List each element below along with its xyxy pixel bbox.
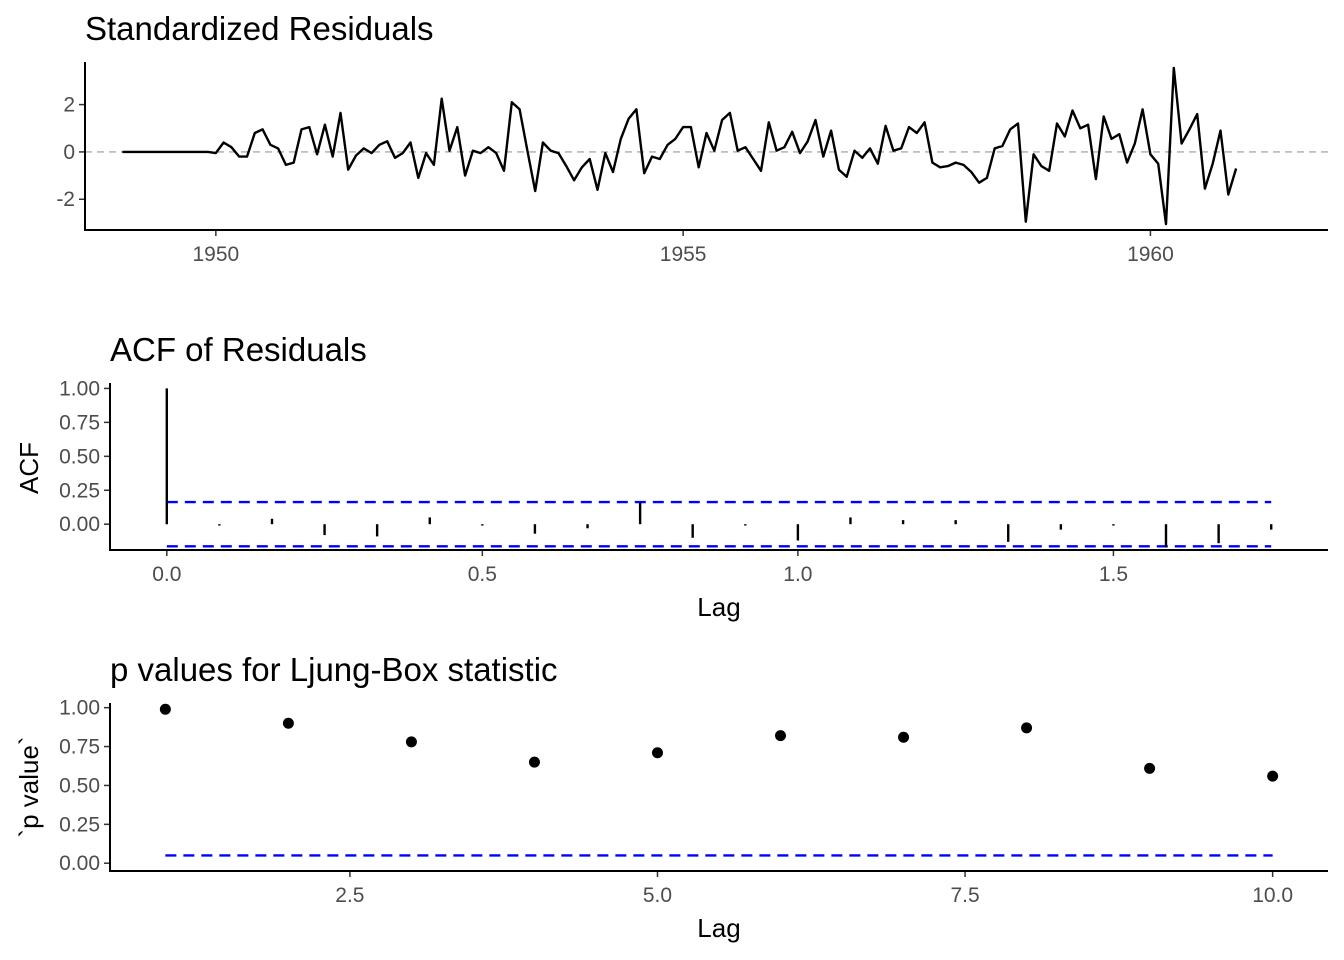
- acf-y-tick-label: 0.25: [59, 479, 100, 502]
- ljung-box-point: [1144, 762, 1156, 774]
- acf-y-tick-label: 0.00: [59, 513, 100, 536]
- ljung-box-x-label: Lag: [697, 913, 740, 943]
- ljung-box-x-tick-label: 2.5: [335, 884, 364, 907]
- ljung-box-point: [159, 703, 171, 715]
- acf-x-tick-label: 0.5: [468, 563, 497, 586]
- ljung-box-y-ticks: 1.00 0.75 0.50 0.25 0.00: [59, 697, 110, 875]
- residuals-x-tick-label: 1950: [192, 243, 239, 266]
- residuals-panel: Standardized Residuals 2 0 -2 1950 1955 1960: [56, 10, 1328, 266]
- acf-y-tick-label: 0.75: [59, 411, 100, 434]
- ljung-box-point: [775, 730, 787, 742]
- ljung-box-points: [159, 703, 1279, 782]
- residuals-x-tick-label: 1955: [660, 243, 707, 266]
- ljung-box-point: [528, 756, 540, 768]
- ljung-box-panel: p values for Ljung-Box statistic 1.00 0.7…: [14, 651, 1328, 943]
- residuals-y-ticks: 2 0 -2: [56, 94, 85, 211]
- ljung-box-point: [1267, 770, 1279, 782]
- ljung-box-y-tick-label: 0.50: [59, 774, 100, 797]
- ljung-box-y-tick-label: 0.00: [59, 852, 100, 875]
- ljung-box-point: [1021, 722, 1033, 734]
- ljung-box-x-ticks: 2.5 5.0 7.5 10.0: [335, 871, 1293, 907]
- acf-y-label: ACF: [14, 442, 44, 494]
- acf-x-ticks: 0.0 0.5 1.0 1.5: [152, 550, 1128, 586]
- residuals-x-ticks: 1950 1955 1960: [192, 230, 1174, 266]
- ljung-box-y-tick-label: 0.25: [59, 813, 100, 836]
- acf-confidence-bounds: [166, 500, 1272, 548]
- ljung-box-title: p values for Ljung-Box statistic: [110, 651, 558, 688]
- acf-x-tick-label: 1.5: [1099, 563, 1128, 586]
- residuals-y-tick-label: 2: [63, 94, 75, 117]
- acf-x-tick-label: 1.0: [783, 563, 812, 586]
- residuals-series-line: [122, 66, 1238, 226]
- ljung-box-point: [651, 747, 663, 759]
- residuals-y-tick-label: -2: [56, 188, 75, 211]
- acf-y-tick-label: 1.00: [59, 377, 100, 400]
- ljung-box-point: [282, 717, 294, 729]
- acf-x-tick-label: 0.0: [152, 563, 181, 586]
- ljung-box-x-tick-label: 7.5: [950, 884, 979, 907]
- acf-y-ticks: 1.00 0.75 0.50 0.25 0.00: [59, 377, 110, 536]
- acf-y-tick-label: 0.50: [59, 445, 100, 468]
- ljung-box-y-tick-label: 0.75: [59, 736, 100, 759]
- ljung-box-point: [405, 736, 417, 748]
- ljung-box-point: [898, 731, 910, 743]
- ljung-box-y-tick-label: 1.00: [59, 697, 100, 720]
- ljung-box-y-label: `p value`: [14, 736, 44, 837]
- acf-x-label: Lag: [697, 592, 740, 622]
- residuals-title: Standardized Residuals: [85, 10, 434, 47]
- residuals-x-tick-label: 1960: [1127, 243, 1174, 266]
- acf-title: ACF of Residuals: [110, 331, 367, 368]
- ljung-box-x-tick-label: 10.0: [1252, 884, 1293, 907]
- ljung-box-x-tick-label: 5.0: [643, 884, 672, 907]
- acf-panel: ACF of Residuals 1.00 0.75 0.50 0.25 0.00 0.…: [14, 331, 1328, 622]
- acf-bars: [165, 388, 1273, 548]
- residuals-y-tick-label: 0: [63, 141, 75, 164]
